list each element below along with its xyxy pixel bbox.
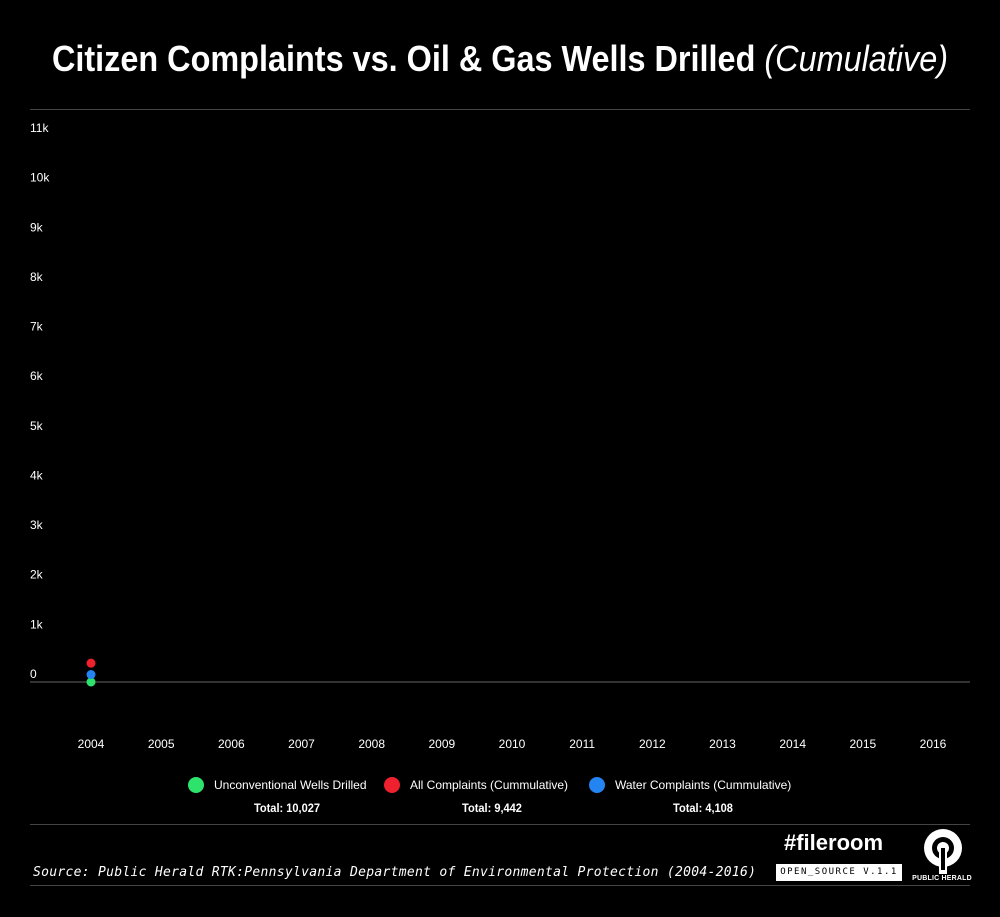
legend-item-water-complaints[interactable]: Water Complaints (Cummulative): [589, 777, 791, 793]
public-herald-logo-icon: [924, 829, 962, 874]
brand-name: PUBLIC HERALD: [912, 875, 972, 882]
fileroom-hashtag: #fileroom: [784, 830, 884, 855]
x-tick-label: 2007: [288, 737, 315, 751]
y-tick-label: 10k: [30, 171, 50, 185]
x-tick-label: 2004: [78, 737, 105, 751]
total-wells: Total: 10,027: [253, 801, 321, 815]
legend-item-wells[interactable]: Unconventional Wells Drilled: [188, 777, 367, 793]
chart-legend: Unconventional Wells Drilled All Complai…: [0, 776, 1000, 816]
title-divider: [30, 109, 970, 110]
x-tick-label: 2015: [849, 737, 876, 751]
y-tick-label: 4k: [30, 468, 44, 482]
source-note: Source: Public Herald RTK:Pennsylvania D…: [33, 865, 757, 880]
x-tick-label: 2014: [779, 737, 806, 751]
x-tick-label: 2011: [569, 737, 595, 751]
legend-label-wells: Unconventional Wells Drilled: [214, 778, 367, 792]
legend-label-all-complaints: All Complaints (Cummulative): [410, 778, 569, 792]
footer-divider-bottom: [30, 885, 970, 886]
y-tick-label: 9k: [30, 220, 44, 234]
chart-plot: 0 1k 2k 3k 4k 5k 6k 7k 8k 9k 10k 11k 2004 2005 2006 200…: [30, 121, 970, 751]
y-tick-label: 3k: [30, 518, 44, 532]
y-tick-label: 6k: [30, 369, 44, 383]
x-tick-label: 2005: [148, 737, 175, 751]
total-water-complaints: Total: 4,108: [673, 801, 733, 815]
y-tick-label: 2k: [30, 568, 44, 582]
legend-item-all-complaints[interactable]: All Complaints (Cummulative): [384, 777, 568, 793]
legend-swatch-all-complaints: [384, 777, 400, 793]
total-all-complaints: Total: 9,442: [462, 801, 522, 815]
x-tick-label: 2010: [499, 737, 526, 751]
x-tick-label: 2009: [428, 737, 455, 751]
y-tick-label: 7k: [30, 320, 44, 334]
y-tick-label: 8k: [30, 270, 44, 284]
x-tick-label: 2013: [709, 737, 736, 751]
data-point-series-2: [86, 670, 96, 680]
x-tick-label: 2006: [218, 737, 245, 751]
x-tick-label: 2016: [920, 737, 947, 751]
version-badge: OPEN_SOURCE V.1.1: [776, 864, 902, 881]
chart-title: Citizen Complaints vs. Oil & Gas Wells D…: [50, 38, 950, 80]
y-tick-label: 1k: [30, 617, 44, 631]
x-tick-label: 2008: [358, 737, 385, 751]
legend-swatch-wells: [188, 777, 204, 793]
y-tick-label: 0: [30, 667, 37, 681]
y-tick-label: 5k: [30, 419, 44, 433]
data-point-series-0: [86, 677, 96, 687]
x-tick-label: 2012: [639, 737, 666, 751]
y-tick-label: 11k: [30, 121, 49, 135]
chart-title-main: Citizen Complaints vs. Oil & Gas Wells D…: [51, 38, 756, 79]
footer-divider-top: [30, 824, 970, 825]
legend-label-water-complaints: Water Complaints (Cummulative): [615, 778, 792, 792]
chart-title-suffix: (Cumulative): [764, 38, 949, 79]
legend-swatch-water-complaints: [589, 777, 605, 793]
data-point-series-1: [86, 658, 96, 668]
